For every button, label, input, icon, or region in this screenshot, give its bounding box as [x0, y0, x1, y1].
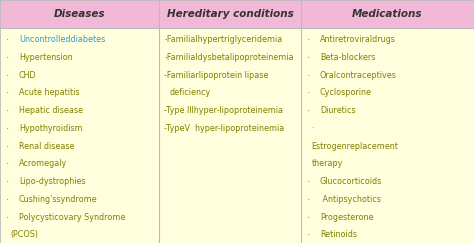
Text: Renal disease: Renal disease — [19, 142, 74, 151]
Text: -Familiarlipoprotein lipase: -Familiarlipoprotein lipase — [164, 71, 269, 80]
Text: Diseases: Diseases — [54, 9, 105, 19]
Text: therapy: therapy — [311, 159, 343, 168]
Text: ·: · — [6, 142, 9, 152]
Text: Acromegaly: Acromegaly — [19, 159, 67, 168]
Text: Polycysticovary Syndrome: Polycysticovary Syndrome — [19, 213, 125, 222]
Text: ·: · — [307, 106, 310, 116]
Text: ·: · — [307, 71, 310, 81]
Text: -Familialhypertriglyceridemia: -Familialhypertriglyceridemia — [164, 35, 283, 44]
Text: Antiretroviraldrugs: Antiretroviraldrugs — [320, 35, 396, 44]
Text: ·: · — [311, 124, 314, 133]
Text: ·: · — [6, 106, 9, 116]
Text: -Type IIIhyper-lipoproteinemia: -Type IIIhyper-lipoproteinemia — [164, 106, 283, 115]
Text: ·: · — [6, 88, 9, 98]
FancyBboxPatch shape — [159, 28, 301, 243]
FancyBboxPatch shape — [159, 0, 301, 28]
Text: Estrogenreplacement: Estrogenreplacement — [311, 142, 398, 151]
Text: ·: · — [6, 53, 9, 63]
Text: Antipsychotics: Antipsychotics — [320, 195, 381, 204]
Text: Lipo-dystrophies: Lipo-dystrophies — [19, 177, 86, 186]
Text: Oralcontraceptives: Oralcontraceptives — [320, 71, 397, 80]
Text: ·: · — [6, 195, 9, 205]
Text: -Familialdysbetalipoproteinemia: -Familialdysbetalipoproteinemia — [164, 53, 294, 62]
Text: Glucocorticoids: Glucocorticoids — [320, 177, 382, 186]
Text: ·: · — [307, 177, 310, 187]
Text: ·: · — [6, 159, 9, 169]
Text: Retinoids: Retinoids — [320, 230, 357, 239]
Text: ·: · — [6, 177, 9, 187]
Text: Hypertension: Hypertension — [19, 53, 73, 62]
Text: Progesterone: Progesterone — [320, 213, 374, 222]
FancyBboxPatch shape — [301, 28, 474, 243]
Text: Cushing'ssyndrome: Cushing'ssyndrome — [19, 195, 98, 204]
Text: ·: · — [6, 124, 9, 134]
Text: Cyclosporine: Cyclosporine — [320, 88, 372, 97]
Text: ·: · — [307, 195, 310, 205]
Text: -TypeV  hyper-lipoproteinemia: -TypeV hyper-lipoproteinemia — [164, 124, 285, 133]
Text: CHD: CHD — [19, 71, 36, 80]
Text: Diuretics: Diuretics — [320, 106, 356, 115]
Text: ·: · — [307, 230, 310, 240]
Text: Beta-blockers: Beta-blockers — [320, 53, 375, 62]
Text: Hereditary conditions: Hereditary conditions — [166, 9, 293, 19]
Text: Acute hepatitis: Acute hepatitis — [19, 88, 80, 97]
Text: ·: · — [307, 53, 310, 63]
Text: ·: · — [307, 35, 310, 45]
Text: Hepatic disease: Hepatic disease — [19, 106, 83, 115]
Text: Medications: Medications — [352, 9, 423, 19]
FancyBboxPatch shape — [0, 0, 159, 28]
Text: ·: · — [307, 88, 310, 98]
Text: deficiency: deficiency — [169, 88, 210, 97]
Text: Uncontrolleddiabetes: Uncontrolleddiabetes — [19, 35, 105, 44]
Text: ·: · — [6, 213, 9, 223]
Text: ·: · — [6, 35, 9, 45]
Text: ·: · — [307, 213, 310, 223]
Text: (PCOS): (PCOS) — [10, 230, 38, 239]
FancyBboxPatch shape — [301, 0, 474, 28]
Text: Hypothyroidism: Hypothyroidism — [19, 124, 82, 133]
FancyBboxPatch shape — [0, 28, 159, 243]
Text: ·: · — [6, 71, 9, 81]
